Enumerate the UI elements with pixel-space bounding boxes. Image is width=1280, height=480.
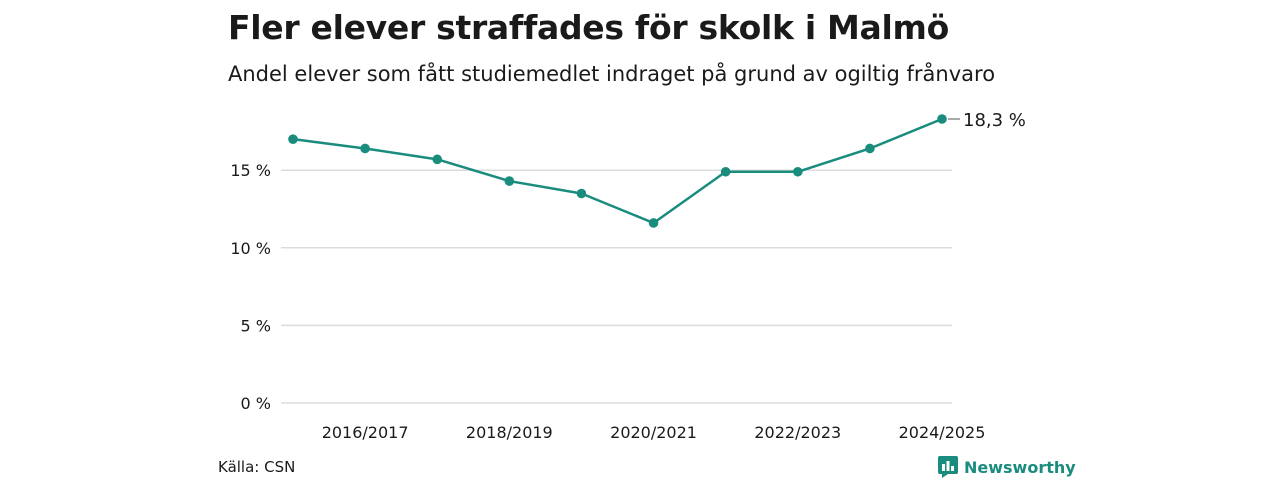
data-point [648,218,659,228]
data-point [360,143,370,154]
x-tick-label: 2022/2023 [754,423,841,442]
series-line [292,117,943,225]
x-tick-label: 2024/2025 [899,423,986,442]
brand-logo: Newsworthy [938,456,1076,478]
chart-subtitle: Andel elever som fått studiemedlet indra… [228,62,996,86]
data-point [504,176,515,186]
data-point [432,154,443,165]
x-tick-label: 2016/2017 [322,423,409,442]
y-tick-label: 5 % [241,316,271,335]
source-note: Källa: CSN [218,458,296,476]
y-tick-label: 0 % [241,394,271,413]
data-point [792,166,803,177]
x-tick-label: 2020/2021 [610,423,697,442]
data-point [865,143,875,154]
brand-name: Newsworthy [964,457,1076,477]
chart-title: Fler elever straffades för skolk i Malmö [228,8,949,47]
end-value-label: 18,3 % [963,110,1026,131]
data-point [720,166,731,177]
bar-chart-icon [938,456,958,478]
data-point [576,188,587,199]
data-point [937,114,947,124]
data-point [288,134,298,144]
y-tick-label: 15 % [230,161,271,180]
y-tick-label: 10 % [230,239,271,258]
x-tick-label: 2018/2019 [466,423,553,442]
